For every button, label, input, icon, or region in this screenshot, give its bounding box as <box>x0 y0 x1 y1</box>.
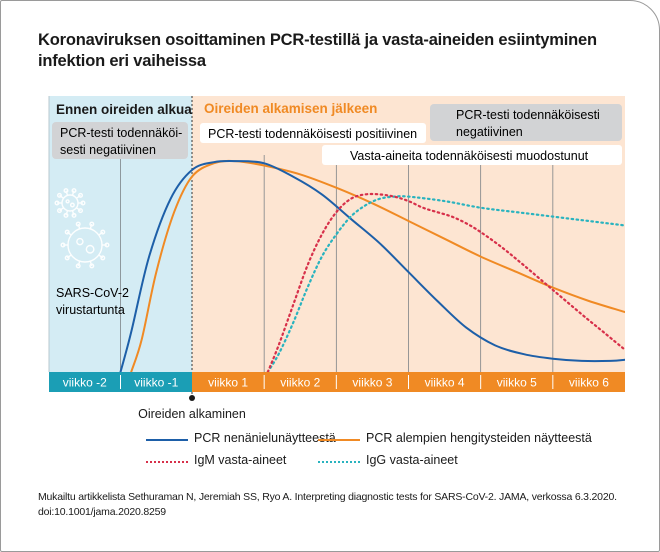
legend-swatch-igg <box>318 461 360 463</box>
annotation-box-pcr-negative-pre <box>52 122 188 159</box>
onset-marker-dot <box>189 395 195 401</box>
annotation-text-antibodies: Vasta-aineita todennäköisesti muodostunu… <box>350 149 589 163</box>
chart-title-line-1: Koronaviruksen osoittaminen PCR-testillä… <box>38 31 597 49</box>
virus-icon-small <box>54 188 86 218</box>
legend-swatch-pcr-lower <box>318 439 360 441</box>
source-citation: Mukailtu artikkelista Sethuraman N, Jere… <box>38 490 638 520</box>
legend-swatch-igm <box>146 461 188 463</box>
series-line-igg <box>266 195 625 374</box>
x-tick-label: viikko 1 <box>208 376 248 390</box>
legend-label-igg: IgG vasta-aineet <box>366 453 458 467</box>
source-line-2: doi:10.1001/jama.2020.8259 <box>38 506 166 518</box>
annotation-text-pcr-positive: PCR-testi todennäköisesti positiivinen <box>208 127 417 141</box>
x-tick-label: viikko 6 <box>569 376 609 390</box>
series-line-pcr-nasal <box>119 159 625 373</box>
series-line-pcr-lower <box>130 159 625 373</box>
x-tick-label: viikko 2 <box>280 376 320 390</box>
annotation-text-pcr-negative-pre-2: sesti negatiivinen <box>60 143 156 157</box>
chart-title: Koronaviruksen osoittaminen PCR-testillä… <box>38 30 628 72</box>
virus-icon-large <box>60 221 110 269</box>
legend-swatch-pcr-nasal <box>146 439 188 441</box>
annotation-box-pcr-positive <box>200 123 426 143</box>
x-tick-label: viikko 3 <box>352 376 392 390</box>
annotation-box-antibodies <box>322 145 622 165</box>
annotation-text-pcr-negative-post-1: PCR-testi todennäköisesti <box>456 108 600 122</box>
onset-marker-label: Oireiden alkaminen <box>138 407 246 421</box>
infection-label-2: virustartunta <box>56 303 125 317</box>
series-line-igm <box>266 192 625 374</box>
chart-title-line-2: infektion eri vaiheissa <box>38 52 206 70</box>
infection-label-1: SARS-CoV-2 <box>56 286 129 300</box>
phase-label-post: Oireiden alkamisen jälkeen <box>204 101 377 116</box>
x-tick-label: viikko 4 <box>425 376 465 390</box>
annotation-box-pcr-negative-post <box>430 104 622 141</box>
x-tick-label: viikko -1 <box>134 376 178 390</box>
annotation-text-pcr-negative-post-2: negatiivinen <box>456 125 523 139</box>
source-line-1: Mukailtu artikkelista Sethuraman N, Jere… <box>38 491 617 503</box>
phase-label-pre: Ennen oireiden alkua <box>56 102 192 117</box>
legend-label-pcr-lower: PCR alempien hengitysteiden näytteestä <box>366 431 592 445</box>
annotation-text-pcr-negative-pre-1: PCR-testi todennäköi- <box>60 126 182 140</box>
legend-label-pcr-nasal: PCR nenänielunäytteestä <box>194 431 336 445</box>
x-tick-label: viikko -2 <box>63 376 107 390</box>
legend-label-igm: IgM vasta-aineet <box>194 453 287 467</box>
x-tick-label: viikko 5 <box>497 376 537 390</box>
